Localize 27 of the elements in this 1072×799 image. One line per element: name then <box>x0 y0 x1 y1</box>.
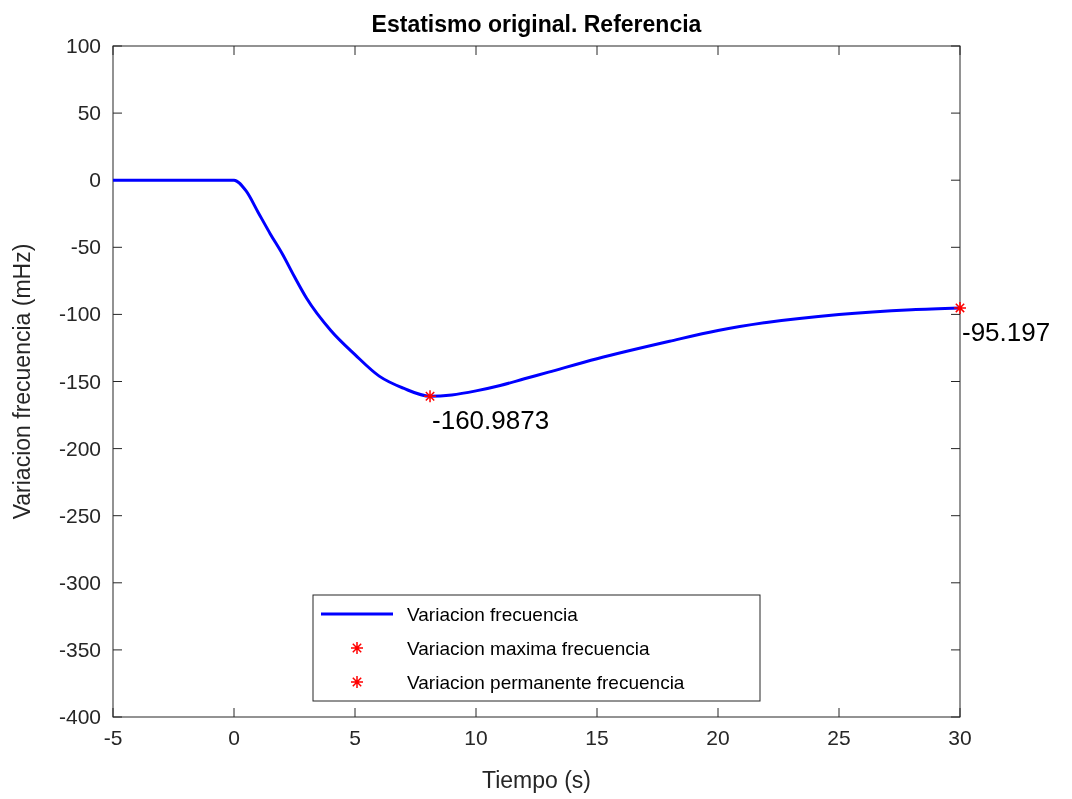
y-tick-label: -400 <box>58 705 101 728</box>
y-tick-label: 100 <box>65 34 101 57</box>
x-tick-label: 20 <box>706 726 730 749</box>
x-tick-label: -5 <box>103 726 123 749</box>
x-tick-label: 0 <box>228 726 240 749</box>
data-label: -160.9873 <box>432 405 550 436</box>
data-label: -95.197 <box>962 316 1051 347</box>
y-tick-label: -100 <box>58 302 101 326</box>
y-tick-label: -250 <box>58 503 101 527</box>
x-tick-label: 10 <box>464 726 488 749</box>
y-tick-label: 50 <box>77 101 101 125</box>
y-tick-label: -300 <box>58 570 101 594</box>
y-tick-label: 0 <box>89 168 101 192</box>
y-tick-label: -350 <box>58 637 101 661</box>
x-tick-label: 30 <box>948 726 972 749</box>
legend-label: Variacion frecuencia <box>407 604 579 625</box>
legend-label: Variacion maxima frecuencia <box>407 638 650 659</box>
x-axis-title: Tiempo (s) <box>481 767 592 793</box>
y-tick-label: -50 <box>70 235 101 259</box>
x-tick-label: 25 <box>827 726 851 749</box>
x-tick-label: 5 <box>349 726 361 749</box>
x-tick-label: 15 <box>585 726 609 749</box>
y-tick-label: -150 <box>58 369 101 393</box>
legend-label: Variacion permanente frecuencia <box>407 672 685 693</box>
chart-title: Estatismo original. Referencia <box>371 11 702 37</box>
y-axis-title: Variacion frecuencia (mHz) <box>9 243 35 520</box>
y-tick-label: -200 <box>58 436 101 460</box>
